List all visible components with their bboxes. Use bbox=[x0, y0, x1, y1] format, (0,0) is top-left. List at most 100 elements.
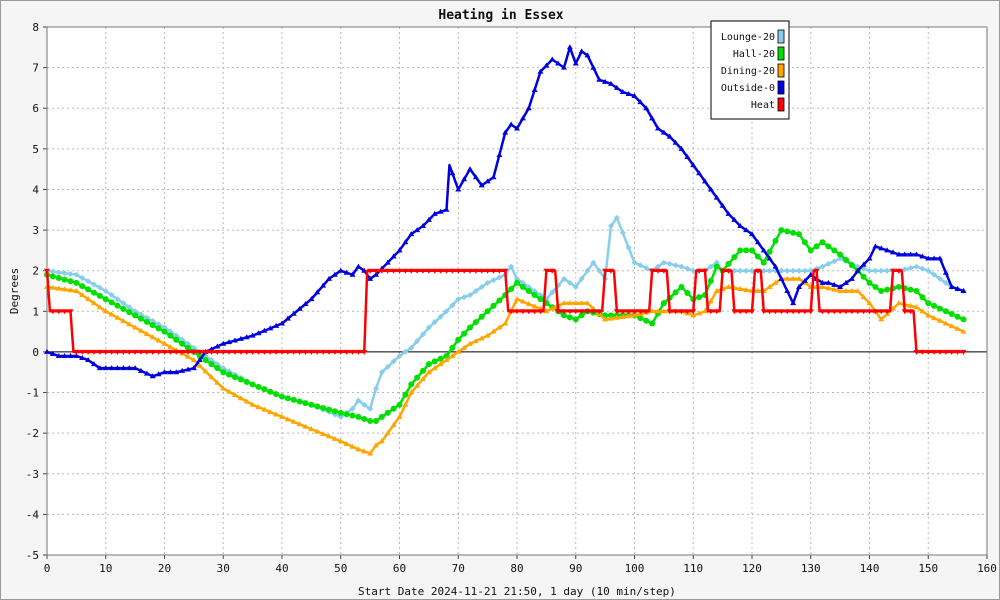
data-point bbox=[713, 263, 720, 270]
data-point bbox=[760, 309, 767, 315]
data-point bbox=[337, 409, 344, 416]
data-point bbox=[666, 133, 673, 139]
data-point bbox=[49, 350, 56, 356]
data-point bbox=[725, 283, 732, 289]
data-point bbox=[226, 349, 233, 355]
data-point bbox=[114, 314, 121, 320]
data-point bbox=[337, 267, 344, 273]
data-point bbox=[737, 309, 744, 315]
data-point bbox=[937, 255, 943, 261]
data-point bbox=[749, 309, 755, 315]
data-point bbox=[425, 268, 432, 274]
data-point bbox=[519, 309, 526, 315]
data-point bbox=[214, 349, 221, 355]
data-point bbox=[273, 411, 280, 417]
data-point bbox=[73, 279, 80, 286]
data-point bbox=[414, 374, 421, 381]
data-point bbox=[143, 318, 150, 325]
data-point bbox=[707, 277, 714, 284]
data-point bbox=[613, 84, 620, 90]
data-point bbox=[931, 255, 938, 261]
data-point bbox=[373, 385, 379, 392]
data-point bbox=[402, 348, 409, 355]
data-point bbox=[884, 286, 891, 293]
data-point bbox=[173, 349, 180, 355]
data-point bbox=[161, 340, 168, 346]
data-point bbox=[408, 268, 415, 274]
data-point bbox=[848, 262, 855, 269]
legend-box bbox=[710, 20, 790, 120]
data-point bbox=[602, 268, 609, 274]
data-point bbox=[420, 268, 426, 274]
data-point bbox=[702, 178, 708, 184]
data-point bbox=[937, 275, 943, 282]
data-point bbox=[690, 309, 697, 315]
data-point bbox=[431, 365, 438, 371]
data-point bbox=[543, 268, 550, 274]
data-point bbox=[396, 413, 403, 419]
data-point bbox=[378, 369, 385, 376]
data-point bbox=[237, 376, 244, 383]
data-point bbox=[478, 313, 485, 320]
data-point bbox=[837, 251, 844, 258]
data-point bbox=[443, 268, 450, 274]
data-point bbox=[502, 129, 509, 135]
data-point bbox=[496, 151, 503, 157]
data-point bbox=[619, 313, 626, 319]
data-point bbox=[649, 115, 656, 121]
data-point bbox=[155, 371, 162, 377]
data-point bbox=[414, 227, 421, 233]
data-point bbox=[314, 428, 321, 434]
data-point bbox=[754, 288, 761, 293]
data-point bbox=[931, 271, 938, 278]
legend-swatch bbox=[777, 46, 785, 61]
data-point bbox=[613, 314, 620, 320]
data-point bbox=[472, 288, 479, 294]
data-point bbox=[161, 369, 168, 375]
data-point bbox=[449, 302, 456, 309]
data-point bbox=[860, 273, 867, 280]
data-point bbox=[472, 174, 479, 180]
data-point bbox=[737, 285, 744, 291]
data-point bbox=[702, 268, 708, 274]
data-point bbox=[825, 309, 832, 315]
data-point bbox=[173, 369, 180, 375]
data-point bbox=[49, 309, 56, 315]
legend: Lounge-20 Hall-20 Dining-20 Outside-0 Heat bbox=[710, 20, 790, 120]
data-point bbox=[872, 309, 879, 315]
data-point bbox=[455, 348, 462, 354]
data-point bbox=[854, 267, 861, 273]
data-point bbox=[320, 404, 327, 411]
data-point bbox=[772, 279, 779, 285]
data-point bbox=[895, 283, 902, 290]
data-point bbox=[666, 260, 673, 267]
data-point bbox=[884, 267, 891, 274]
data-point bbox=[449, 268, 456, 274]
data-point bbox=[355, 397, 362, 404]
data-point bbox=[484, 332, 491, 338]
data-point bbox=[378, 438, 385, 444]
data-point bbox=[572, 60, 579, 66]
data-point bbox=[91, 361, 97, 367]
data-point bbox=[478, 182, 485, 188]
data-point bbox=[467, 166, 473, 172]
data-point bbox=[801, 239, 808, 246]
data-point bbox=[185, 353, 191, 359]
data-point bbox=[455, 268, 462, 274]
data-point bbox=[895, 251, 902, 257]
data-point bbox=[519, 115, 526, 121]
data-point bbox=[561, 64, 567, 70]
data-point bbox=[954, 325, 961, 331]
data-point bbox=[819, 239, 826, 246]
data-point bbox=[220, 369, 227, 376]
data-point bbox=[61, 309, 68, 315]
data-point bbox=[461, 344, 468, 350]
data-point bbox=[138, 315, 144, 322]
data-point bbox=[772, 263, 779, 269]
legend-swatch bbox=[777, 63, 785, 78]
data-point bbox=[725, 268, 732, 274]
data-point bbox=[707, 309, 714, 315]
data-point bbox=[754, 268, 761, 274]
data-point bbox=[373, 271, 379, 277]
data-point bbox=[919, 265, 926, 272]
